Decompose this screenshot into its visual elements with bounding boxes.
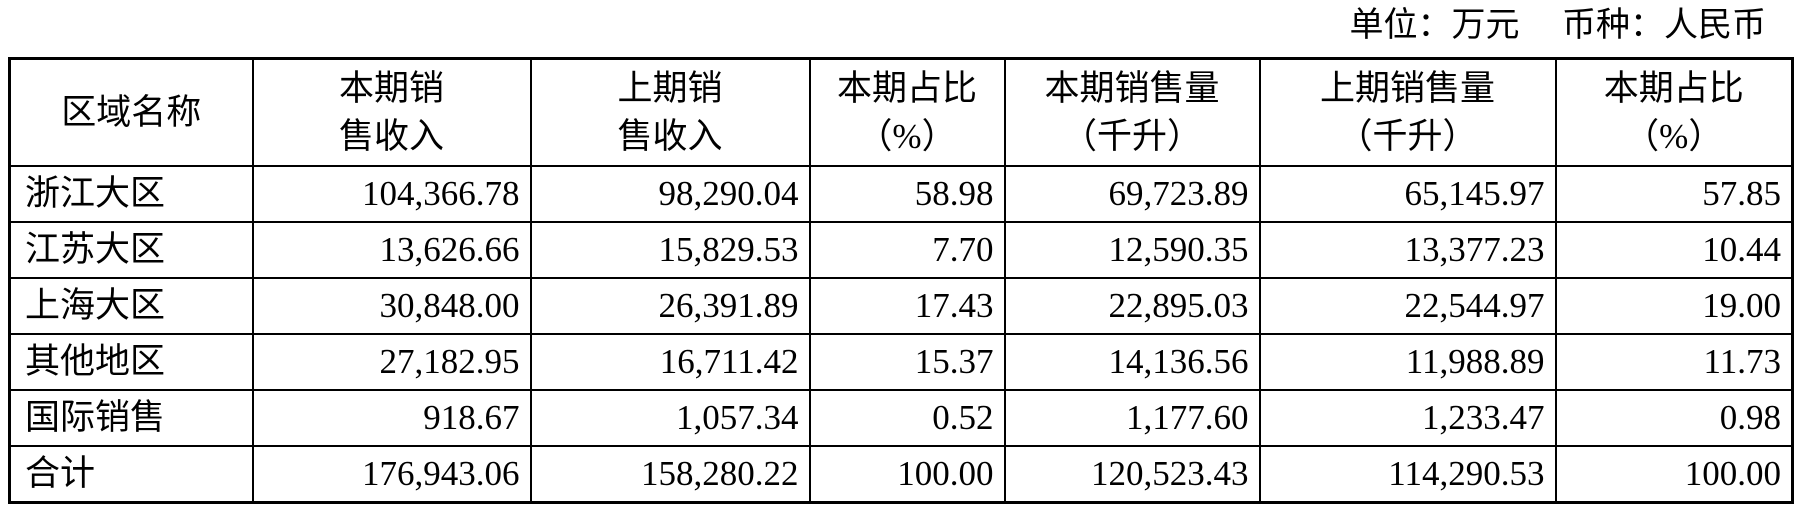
value-cell: 30,848.00 (251, 277, 532, 335)
value-cell: 58.98 (808, 165, 1006, 223)
header-cell: 本期占比（%） (1554, 57, 1794, 167)
value-cell: 10.44 (1554, 221, 1794, 279)
value-cell: 17.43 (808, 277, 1006, 335)
value-cell: 27,182.95 (251, 333, 532, 391)
value-cell: 100.00 (1554, 445, 1794, 504)
value-cell: 0.52 (808, 389, 1006, 447)
value-cell: 1,233.47 (1258, 389, 1557, 447)
value-cell: 19.00 (1554, 277, 1794, 335)
header-cell: 区域名称 (8, 57, 254, 167)
value-cell: 100.00 (808, 445, 1006, 504)
regional-sales-table: 区域名称 本期销售收入 上期销售收入 本期占比（%） 本期销售量（千升） 上期销… (8, 57, 1794, 504)
value-cell: 57.85 (1554, 165, 1794, 223)
header-cell: 上期销售量（千升） (1258, 57, 1557, 167)
unit-currency-label: 单位：万元 币种：人民币 (1349, 7, 1767, 44)
value-cell: 16,711.42 (529, 333, 811, 391)
header-cell: 本期销售收入 (251, 57, 532, 167)
table-row: 上海大区 30,848.00 26,391.89 17.43 22,895.03 22,5… (8, 277, 1794, 335)
region-name-cell: 合计 (8, 445, 254, 504)
value-cell: 158,280.22 (529, 445, 811, 504)
value-cell: 14,136.56 (1003, 333, 1261, 391)
value-cell: 26,391.89 (529, 277, 811, 335)
value-cell: 15,829.53 (529, 221, 811, 279)
value-cell: 918.67 (251, 389, 532, 447)
table-row: 国际销售 918.67 1,057.34 0.52 1,177.60 1,233.47 0.… (8, 389, 1794, 447)
value-cell: 114,290.53 (1258, 445, 1557, 504)
value-cell: 22,544.97 (1258, 277, 1557, 335)
header-cell: 本期占比（%） (808, 57, 1006, 167)
table-row: 其他地区 27,182.95 16,711.42 15.37 14,136.56 11,9… (8, 333, 1794, 391)
value-cell: 7.70 (808, 221, 1006, 279)
header-cell: 上期销售收入 (529, 57, 811, 167)
value-cell: 13,377.23 (1258, 221, 1557, 279)
table-row: 江苏大区 13,626.66 15,829.53 7.70 12,590.35 13,37… (8, 221, 1794, 279)
value-cell: 12,590.35 (1003, 221, 1261, 279)
value-cell: 69,723.89 (1003, 165, 1261, 223)
value-cell: 65,145.97 (1258, 165, 1557, 223)
region-name-cell: 上海大区 (8, 277, 254, 335)
region-name-cell: 江苏大区 (8, 221, 254, 279)
value-cell: 176,943.06 (251, 445, 532, 504)
region-name-cell: 其他地区 (8, 333, 254, 391)
value-cell: 11.73 (1554, 333, 1794, 391)
region-name-cell: 国际销售 (8, 389, 254, 447)
value-cell: 1,057.34 (529, 389, 811, 447)
value-cell: 11,988.89 (1258, 333, 1557, 391)
value-cell: 0.98 (1554, 389, 1794, 447)
table-row: 浙江大区 104,366.78 98,290.04 58.98 69,723.89 65,… (8, 165, 1794, 223)
header-row: 区域名称 本期销售收入 上期销售收入 本期占比（%） 本期销售量（千升） 上期销… (8, 57, 1794, 167)
header-cell: 本期销售量（千升） (1003, 57, 1261, 167)
value-cell: 15.37 (808, 333, 1006, 391)
region-name-cell: 浙江大区 (8, 165, 254, 223)
value-cell: 104,366.78 (251, 165, 532, 223)
total-row: 合计 176,943.06 158,280.22 100.00 120,523.43 11… (8, 445, 1794, 504)
value-cell: 13,626.66 (251, 221, 532, 279)
value-cell: 120,523.43 (1003, 445, 1261, 504)
value-cell: 22,895.03 (1003, 277, 1261, 335)
value-cell: 1,177.60 (1003, 389, 1261, 447)
value-cell: 98,290.04 (529, 165, 811, 223)
